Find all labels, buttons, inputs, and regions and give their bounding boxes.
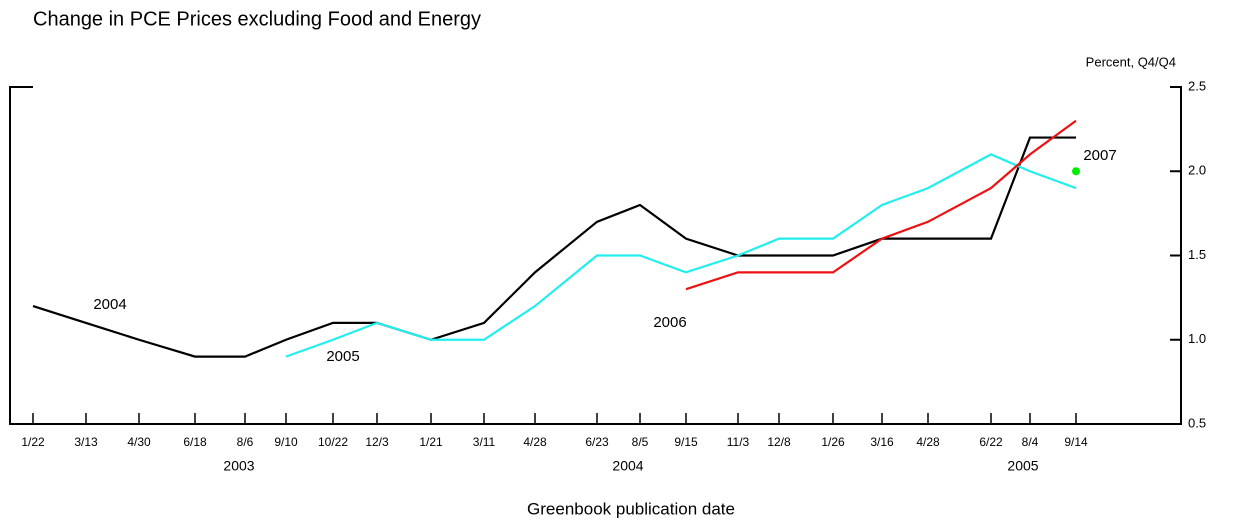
x-tick-label: 6/22 [979, 435, 1003, 449]
x-tick-label: 10/22 [318, 435, 348, 449]
x-tick-label: 8/6 [237, 435, 254, 449]
x-tick-label: 3/16 [870, 435, 894, 449]
chart-title: Change in PCE Prices excluding Food and … [33, 8, 481, 30]
x-tick-label: 3/11 [473, 435, 496, 449]
x-tick-label: 12/8 [767, 435, 791, 449]
x-tick-label: 3/13 [74, 435, 98, 449]
x-group-label: 2005 [1007, 458, 1038, 474]
series-label: 2006 [653, 314, 686, 331]
x-tick-label: 1/22 [21, 435, 45, 449]
x-tick-label: 6/18 [183, 435, 207, 449]
series-label: 2007 [1083, 147, 1116, 164]
series-line [685, 119, 1077, 291]
y-tick-label: 2.5 [1188, 78, 1206, 93]
series-label: 2004 [93, 296, 126, 313]
y-tick-label: 0.5 [1188, 415, 1206, 430]
series-line [285, 153, 1077, 358]
x-tick-label: 4/30 [127, 435, 151, 449]
y-tick-label: 1.5 [1188, 247, 1206, 262]
series-line [32, 136, 1076, 358]
x-tick-label: 9/14 [1064, 435, 1088, 449]
x-tick-label: 9/10 [274, 435, 298, 449]
x-tick-label: 8/5 [632, 435, 649, 449]
x-tick-label: 4/28 [523, 435, 547, 449]
x-group-label: 2004 [612, 458, 643, 474]
x-tick-label: 9/15 [674, 435, 698, 449]
series-label: 2005 [326, 348, 359, 365]
x-tick-label: 6/23 [585, 435, 609, 449]
x-tick-label: 1/21 [419, 435, 443, 449]
x-tick-label: 11/3 [727, 435, 750, 449]
y-unit-label: Percent, Q4/Q4 [1086, 54, 1176, 69]
x-tick-label: 8/4 [1022, 435, 1039, 449]
y-tick-label: 2.0 [1188, 163, 1206, 178]
x-axis-label: Greenbook publication date [527, 499, 735, 518]
x-tick-label: 1/26 [821, 435, 845, 449]
x-group-label: 2003 [223, 458, 254, 474]
x-tick-label: 12/3 [365, 435, 389, 449]
y-tick-label: 1.0 [1188, 331, 1206, 346]
x-tick-label: 4/28 [916, 435, 940, 449]
data-point [1072, 167, 1080, 176]
